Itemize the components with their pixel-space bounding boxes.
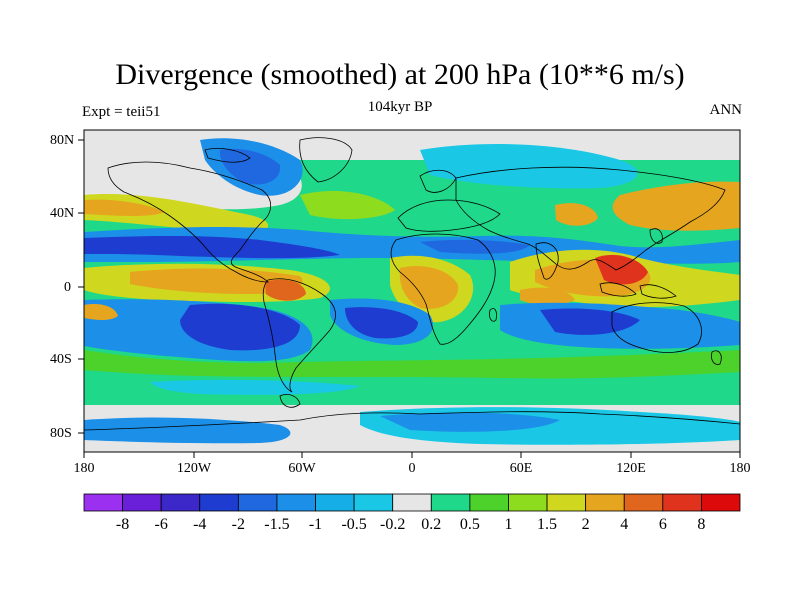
divergence-field bbox=[84, 130, 740, 452]
colorbar-label: 1 bbox=[504, 516, 513, 533]
lon-tick-120e: 120E bbox=[616, 461, 646, 476]
colorbar-box bbox=[122, 493, 162, 512]
lon-tick-120w: 120W bbox=[176, 461, 212, 476]
colorbar-box bbox=[315, 493, 355, 512]
colorbar-label: -1.5 bbox=[264, 516, 290, 533]
colorbar-label: -0.2 bbox=[380, 516, 406, 533]
period-label: 104kyr BP bbox=[367, 99, 433, 115]
colorbar-box bbox=[469, 493, 509, 512]
colorbar-box bbox=[353, 493, 394, 512]
colorbar-label: 0.2 bbox=[421, 516, 442, 533]
colorbar-box bbox=[160, 493, 201, 512]
colorbar-box bbox=[701, 493, 741, 512]
lat-tick-0: 0 bbox=[64, 280, 71, 295]
colorbar-box bbox=[508, 493, 548, 512]
colorbar-label: -0.5 bbox=[341, 516, 367, 533]
colorbar-label: 2 bbox=[581, 516, 590, 533]
lat-tick-40s: 40S bbox=[50, 352, 72, 367]
colorbar-box bbox=[662, 493, 702, 512]
lon-tick-60e: 60E bbox=[509, 461, 533, 476]
colorbar-box bbox=[237, 493, 278, 512]
colorbar-box bbox=[623, 493, 664, 512]
colorbar-box bbox=[585, 493, 625, 512]
colorbar-label: -1 bbox=[308, 516, 323, 533]
axis-ticks bbox=[78, 139, 741, 458]
colorbar-box bbox=[276, 493, 316, 512]
map-title: Divergence (smoothed) at 200 hPa (10**6 … bbox=[115, 58, 685, 91]
colorbar-label: 4 bbox=[620, 516, 629, 533]
colorbar-box bbox=[546, 493, 587, 512]
colorbar-label: 0.5 bbox=[459, 516, 480, 533]
coastlines bbox=[84, 137, 740, 431]
lon-tick-180e: 180 bbox=[729, 461, 751, 476]
lat-tick-80s: 80S bbox=[50, 426, 72, 441]
colorbar-label: -4 bbox=[193, 516, 207, 533]
colorbar-label: 8 bbox=[697, 516, 706, 533]
lon-tick-0: 0 bbox=[408, 461, 416, 476]
lat-tick-80n: 80N bbox=[50, 133, 75, 148]
experiment-label: Expt = teii51 bbox=[82, 104, 161, 120]
colorbar bbox=[83, 493, 741, 512]
colorbar-label: -8 bbox=[115, 516, 130, 533]
lon-tick-60w: 60W bbox=[288, 461, 316, 476]
season-label: ANN bbox=[709, 102, 743, 118]
lat-tick-40n: 40N bbox=[50, 206, 75, 221]
colorbar-label: 1.5 bbox=[537, 516, 558, 533]
colorbar-box bbox=[430, 493, 471, 512]
colorbar-box bbox=[392, 493, 432, 512]
colorbar-box bbox=[83, 493, 123, 512]
colorbar-label: -6 bbox=[154, 516, 168, 533]
colorbar-label: 6 bbox=[658, 516, 667, 533]
lon-tick-180w: 180 bbox=[73, 461, 95, 476]
colorbar-label: -2 bbox=[231, 516, 246, 533]
colorbar-box bbox=[199, 493, 239, 512]
